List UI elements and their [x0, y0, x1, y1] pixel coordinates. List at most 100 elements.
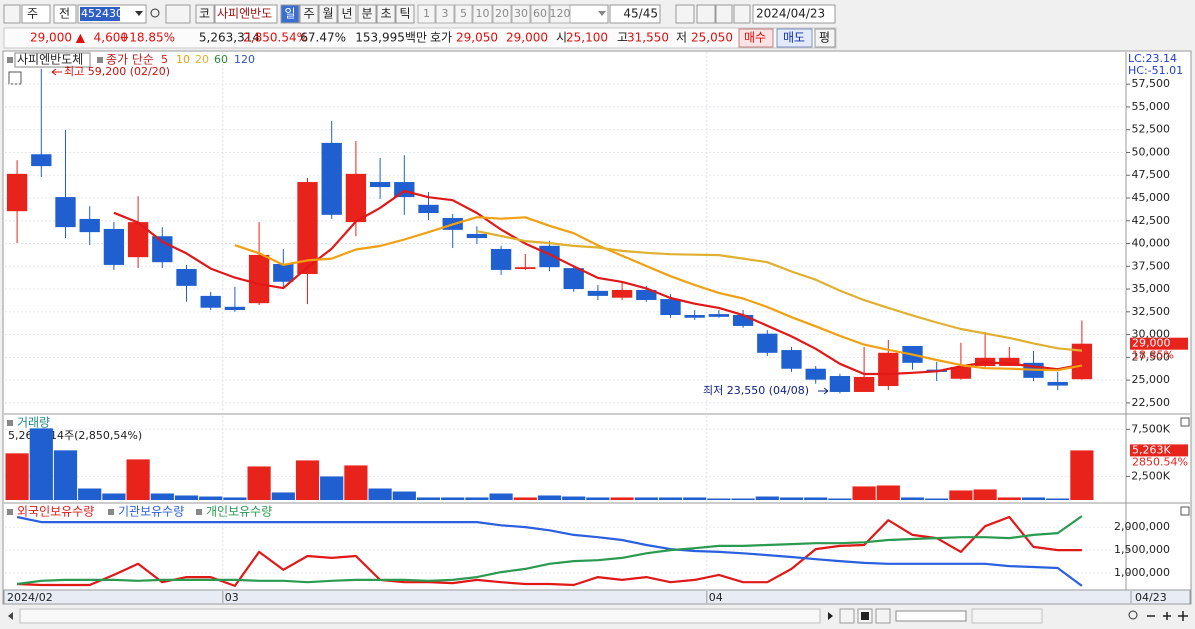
- eval-button[interactable]: [814, 28, 836, 48]
- low-label: 저: [676, 31, 687, 45]
- interval-button[interactable]: [454, 4, 473, 24]
- volume-bar: [5, 453, 29, 500]
- volume-bar: [126, 459, 150, 500]
- plot: 2024/02 03 04 22,500 25,000 27,500 30,000 32,50…: [5, 52, 1188, 604]
- search-icon[interactable]: [150, 8, 160, 18]
- period-button[interactable]: [280, 4, 300, 24]
- zoom-icon[interactable]: [1128, 610, 1138, 620]
- volume-bar: [513, 497, 537, 500]
- count-box[interactable]: [609, 4, 661, 24]
- sound-button[interactable]: [165, 4, 191, 24]
- zoom-buttons[interactable]: [1147, 612, 1171, 620]
- bid: 29,000: [506, 31, 548, 45]
- legend-entry: 10: [176, 53, 190, 66]
- candle-body: [152, 236, 173, 263]
- y-tick-label: 55,000: [1132, 100, 1171, 113]
- candle-body: [950, 366, 972, 379]
- dropdown-arrow: [598, 11, 606, 16]
- interval-button[interactable]: [511, 4, 531, 24]
- panel-close[interactable]: [1180, 417, 1190, 427]
- volume-bar: [1021, 497, 1046, 500]
- legend-entry: 5: [161, 53, 168, 66]
- interval-label: 30: [514, 7, 528, 20]
- candle-body: [31, 154, 52, 167]
- last-volume-box: [1130, 444, 1188, 457]
- interval-button[interactable]: [549, 4, 571, 24]
- market-combo[interactable]: [21, 4, 51, 24]
- tool-button[interactable]: [675, 4, 695, 24]
- legend-icon: [97, 57, 103, 63]
- interval-label: 20: [495, 7, 509, 20]
- volume-bar: [320, 476, 344, 500]
- last-button[interactable]: [875, 608, 891, 624]
- legend-entry: 기관보유수량: [118, 505, 184, 519]
- low-annotation: 최저 23,550 (04/08): [703, 384, 809, 397]
- period-button[interactable]: [357, 4, 377, 24]
- kind-button[interactable]: [195, 4, 215, 24]
- period-button[interactable]: [337, 4, 357, 24]
- legend-entry: 20: [195, 53, 209, 66]
- scroll-left[interactable]: [8, 612, 13, 620]
- tool-button[interactable]: [696, 4, 716, 24]
- period-button[interactable]: [395, 4, 415, 24]
- interval-button[interactable]: [530, 4, 550, 24]
- date-box[interactable]: [752, 4, 836, 24]
- ma-line: [476, 230, 1083, 352]
- volume-bar: [150, 493, 174, 500]
- volume-bar: [489, 493, 513, 500]
- settings-button[interactable]: [733, 4, 751, 24]
- volume: 5,263,314: [199, 31, 260, 45]
- menu-button[interactable]: [3, 4, 21, 24]
- period-button[interactable]: [299, 4, 319, 24]
- period-label: 년: [341, 7, 352, 21]
- interval-label: 60: [533, 7, 547, 20]
- crosshair-button[interactable]: [1178, 611, 1188, 621]
- amount: 153,995백만: [355, 31, 427, 45]
- volume-bar: [102, 493, 126, 500]
- x-tick-label: 03: [225, 591, 239, 604]
- save-button[interactable]: [715, 4, 733, 24]
- last-price-box: [1130, 337, 1188, 350]
- indicator: HC:-51.01: [1128, 64, 1183, 77]
- interval-label: 3: [442, 7, 449, 20]
- y-tick-label: 32,500: [1132, 305, 1171, 318]
- candle-body: [1071, 343, 1093, 380]
- period-label: 초: [380, 7, 391, 21]
- period-label: 주: [303, 7, 314, 21]
- interval-button[interactable]: [492, 4, 512, 24]
- period-button[interactable]: [318, 4, 338, 24]
- volume-bar: [804, 497, 828, 500]
- period-label: 틱: [399, 7, 410, 21]
- candle-body: [248, 254, 270, 304]
- volume-bar: [416, 497, 441, 500]
- eval: 평: [819, 31, 830, 45]
- zoom-slider[interactable]: [895, 610, 967, 622]
- first-button[interactable]: [839, 608, 855, 624]
- x-end-label: 04/23: [1135, 591, 1167, 604]
- y-tick-label: 25,000: [1132, 373, 1171, 386]
- drawing-tools[interactable]: [971, 608, 1043, 624]
- sell-button[interactable]: [776, 28, 813, 48]
- table-icon[interactable]: [8, 71, 22, 85]
- ma-line: [234, 216, 1083, 372]
- candle-body: [224, 306, 246, 310]
- panel-close[interactable]: [1180, 506, 1190, 516]
- period-button[interactable]: [376, 4, 396, 24]
- volume-bar: [755, 496, 779, 500]
- interval-button[interactable]: [435, 4, 455, 24]
- buy-button[interactable]: [738, 28, 774, 48]
- volume-bar: [779, 497, 804, 500]
- price: 29,000 ▲: [30, 31, 86, 45]
- scroll-track[interactable]: [19, 608, 821, 624]
- x-tick-label: 04: [709, 591, 723, 604]
- period-label: 일: [284, 7, 295, 21]
- scope-combo[interactable]: [53, 4, 77, 24]
- legend-icon: [7, 57, 13, 63]
- interval-button[interactable]: [472, 4, 493, 24]
- interval-button[interactable]: [417, 4, 436, 24]
- change-rate: +18.85%: [119, 31, 175, 45]
- y-tick-label: 1,000,000: [1114, 566, 1170, 579]
- panel-subtitle: 5,263,314주(2,850,54%): [8, 429, 142, 442]
- scroll-right[interactable]: [828, 612, 833, 620]
